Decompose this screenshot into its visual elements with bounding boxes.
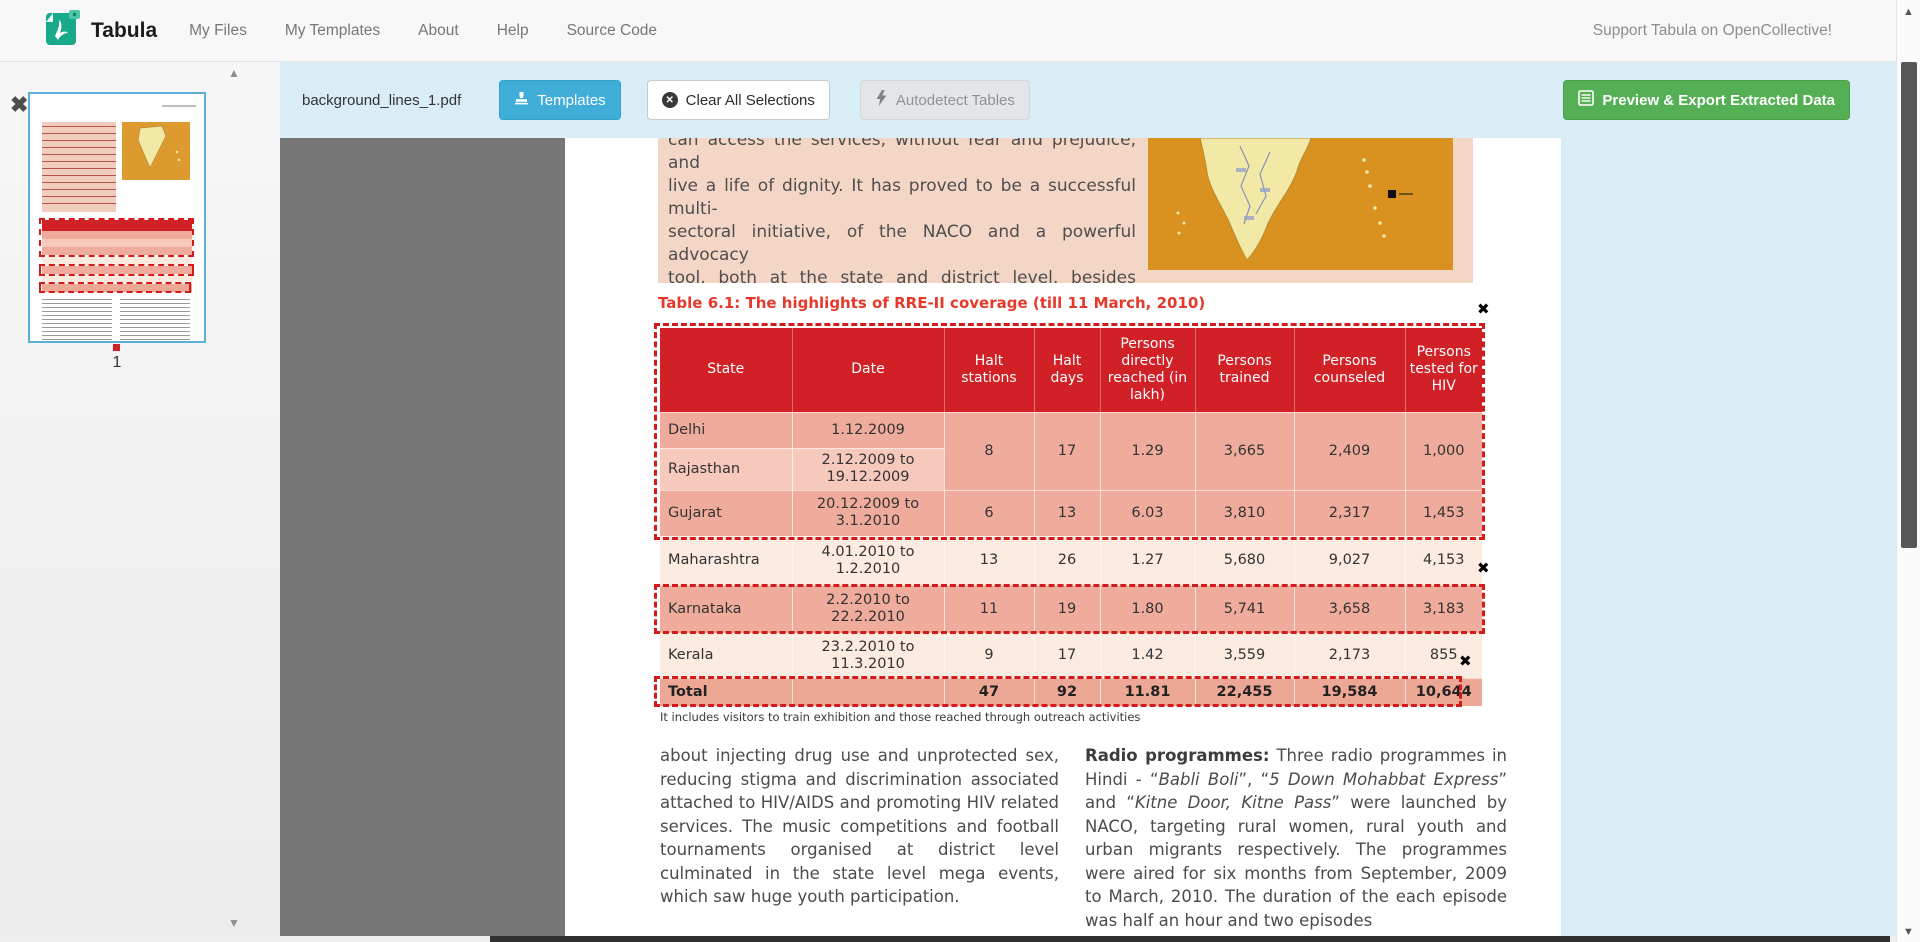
close-page-icon[interactable]: ✖ xyxy=(10,92,29,117)
pdf-filename: background_lines_1.pdf xyxy=(302,91,462,109)
pdf-canvas: can access the services, without fear an… xyxy=(280,138,1561,936)
table-title: Table 6.1: The highlights of RRE-II cove… xyxy=(658,294,1206,312)
nav-my-templates[interactable]: My Templates xyxy=(284,21,381,39)
sidebar-scroll-up-icon[interactable]: ▲ xyxy=(228,66,240,80)
thumb-text-column xyxy=(120,299,190,343)
vertical-scroll-thumb[interactable] xyxy=(1901,62,1917,548)
page-thumbnail[interactable] xyxy=(28,92,206,351)
tabula-logo-icon xyxy=(45,5,81,51)
table-row: Kerala 23.2.2010 to 11.3.2010 9 17 1.42 … xyxy=(660,632,1482,678)
table-total-row: Total 47 92 11.81 22,455 19,584 10,644 xyxy=(660,677,1482,706)
nav-links: My Files My Templates About Help Source … xyxy=(189,22,657,40)
right-column-paragraph: Radio programmes: Three radio programmes… xyxy=(1085,746,1507,930)
body-text-columns: about injecting drug use and unprotected… xyxy=(660,744,1507,932)
templates-button[interactable]: Templates xyxy=(499,80,621,120)
brand-title: Tabula xyxy=(91,18,158,42)
nav-my-files[interactable]: My Files xyxy=(189,21,247,39)
thumb-selection xyxy=(39,264,194,276)
thumbnail-page-number: 1 xyxy=(112,354,122,371)
thumbnail-sidebar: ✖ xyxy=(0,62,280,942)
table-header-row: State Date Halt stations Halt days Perso… xyxy=(660,328,1482,412)
selection-delete-icon[interactable]: ✖ xyxy=(1477,559,1490,577)
nav-source-code[interactable]: Source Code xyxy=(566,21,658,39)
table-selection-3[interactable] xyxy=(654,676,1462,707)
horizontal-scroll-thumb[interactable] xyxy=(490,936,1890,942)
main-area: background_lines_1.pdf Templates ✕ Clear… xyxy=(280,62,1896,942)
table-row: Karnataka 2.2.2010 to 22.2.2010 11 19 1.… xyxy=(660,584,1482,633)
table-selection-1[interactable] xyxy=(654,323,1485,540)
autodetect-tables-button[interactable]: Autodetect Tables xyxy=(859,80,1030,120)
support-link[interactable]: Support Tabula on OpenCollective! xyxy=(1592,21,1832,39)
table-footnote: It includes visitors to train exhibition… xyxy=(660,710,1141,724)
nav-about[interactable]: About xyxy=(418,21,459,39)
navbar: Tabula My Files My Templates About Help … xyxy=(0,0,1920,62)
table-row: Maharashtra 4.01.2010 to 1.2.2010 13 26 … xyxy=(660,535,1482,585)
table-row: Delhi 1.12.2009 8 17 1.29 3,665 2,409 1,… xyxy=(660,411,1482,490)
thumb-text-column xyxy=(42,299,112,343)
thumb-header-text xyxy=(162,105,196,107)
left-column-paragraph: about injecting drug use and unprotected… xyxy=(660,746,1059,906)
thumb-intro-block xyxy=(42,122,116,212)
window-vertical-scrollbar: ▲ ▼ xyxy=(1896,0,1920,942)
thumb-selection xyxy=(39,282,191,293)
intro-paragraph: can access the services, without fear an… xyxy=(668,138,1136,283)
circled-x-icon: ✕ xyxy=(661,92,678,108)
nav-help[interactable]: Help xyxy=(496,21,529,39)
clear-all-selections-button[interactable]: ✕ Clear All Selections xyxy=(646,80,830,120)
rre-coverage-table: State Date Halt stations Halt days Perso… xyxy=(660,328,1482,706)
thumb-page-number-box xyxy=(113,344,120,351)
table-row: Gujarat 20.12.2009 to 3.1.2010 6 13 6.03… xyxy=(660,489,1482,536)
template-stamp-icon xyxy=(514,91,529,110)
selection-delete-icon[interactable]: ✖ xyxy=(1477,300,1490,318)
table-selection-2[interactable] xyxy=(654,584,1485,634)
toolbar: background_lines_1.pdf Templates ✕ Clear… xyxy=(280,62,1896,138)
sidebar-scroll-down-icon[interactable]: ▼ xyxy=(228,916,240,930)
lightning-icon xyxy=(875,90,888,110)
india-map-image xyxy=(1148,138,1453,270)
brand[interactable]: Tabula xyxy=(45,5,158,51)
selection-delete-icon[interactable]: ✖ xyxy=(1459,652,1472,670)
window-horizontal-scrollbar xyxy=(0,936,1896,942)
pdf-page[interactable]: can access the services, without fear an… xyxy=(565,138,1561,936)
thumb-map xyxy=(122,122,190,180)
preview-export-button[interactable]: Preview & Export Extracted Data xyxy=(1563,80,1850,120)
scroll-down-icon[interactable]: ▼ xyxy=(1903,926,1914,938)
table-row: Rajasthan 2.12.2009 to 19.12.2009 xyxy=(660,447,1482,490)
thumb-table-header xyxy=(42,220,192,231)
scroll-up-icon[interactable]: ▲ xyxy=(1903,6,1914,18)
thumb-selection xyxy=(39,218,194,257)
table-list-icon xyxy=(1578,90,1595,110)
